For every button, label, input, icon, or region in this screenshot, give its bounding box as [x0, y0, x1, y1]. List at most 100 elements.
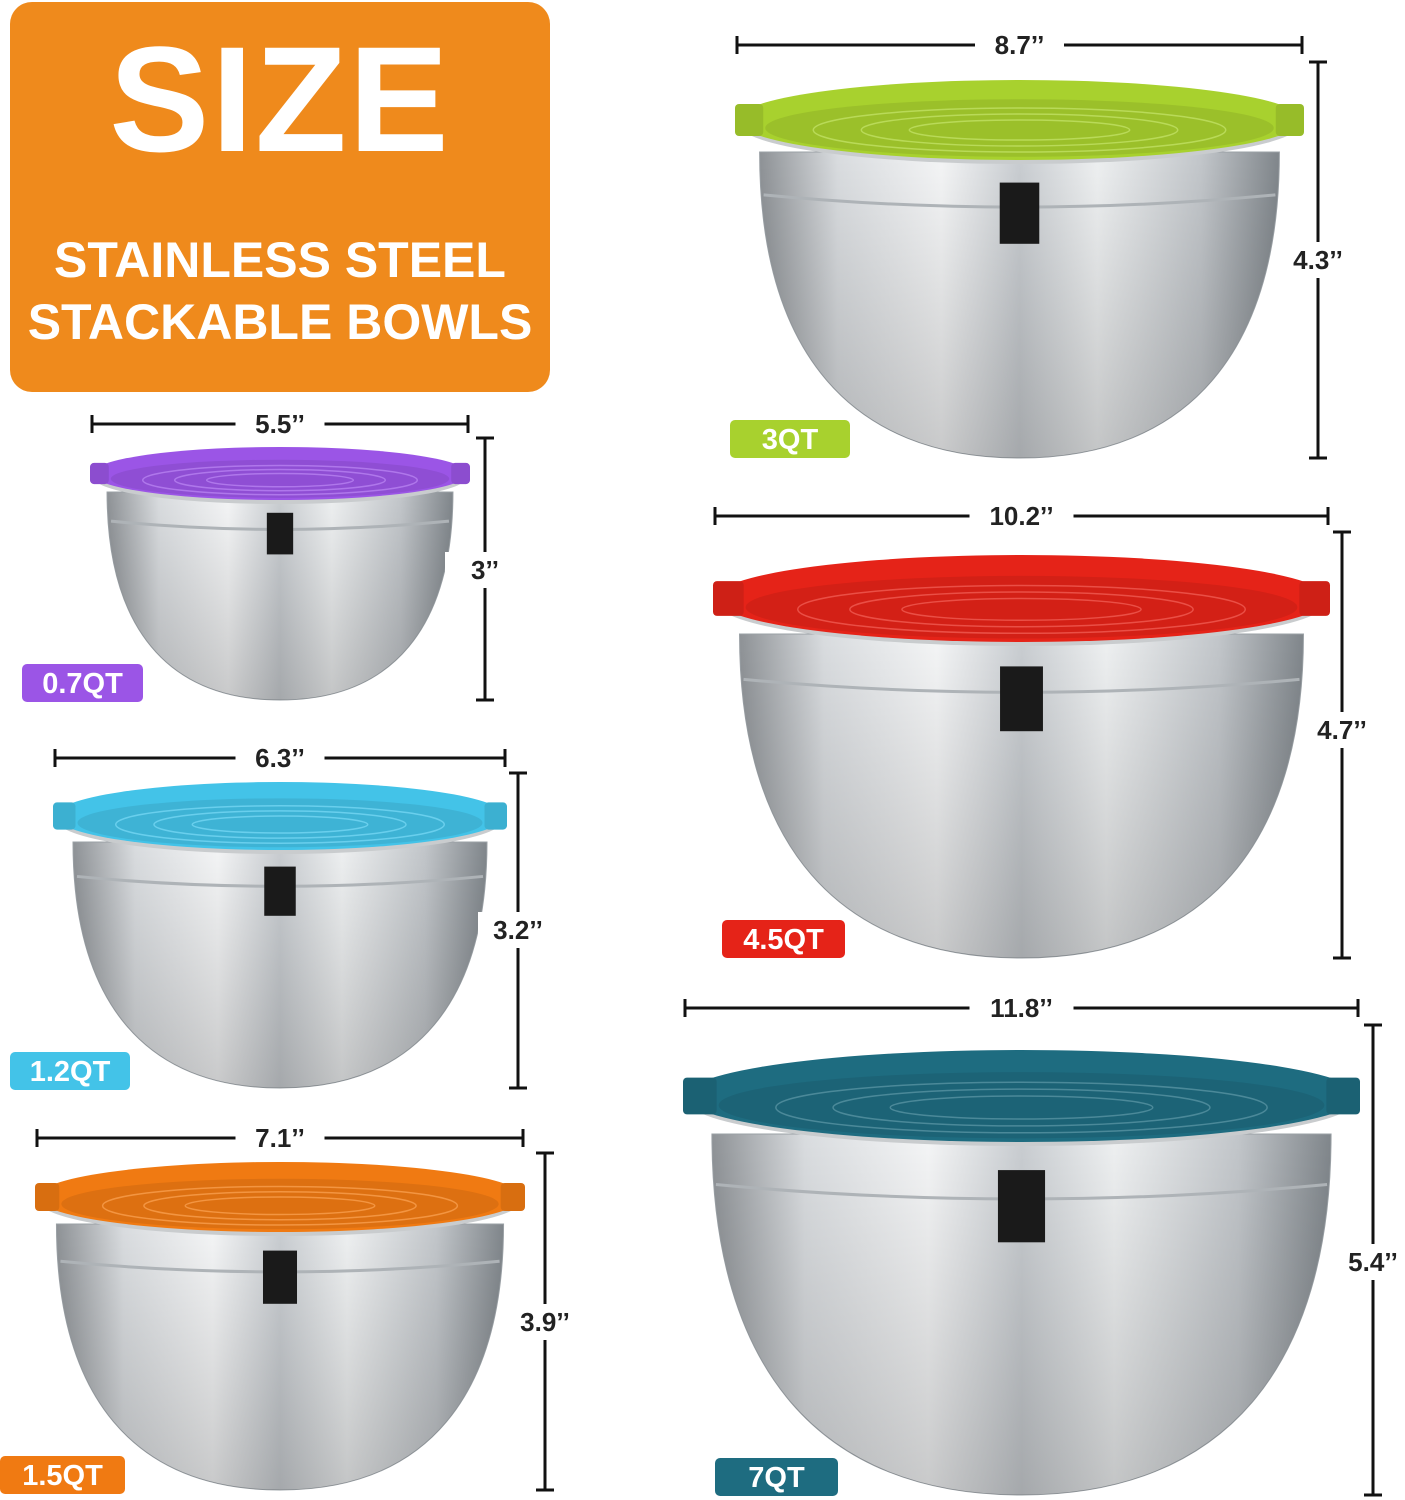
lid-inner	[718, 1072, 1325, 1139]
lid-ring	[153, 810, 407, 839]
capacity-badge: 1.5QT	[0, 1456, 125, 1494]
bowl-reflection	[262, 1250, 298, 1304]
bowl-reflection	[264, 866, 296, 916]
lid-tab-right	[1275, 104, 1304, 136]
bowl-7qt: 11.8’’ 5.4’’ 7QT	[683, 993, 1405, 1497]
lid-tab-left	[35, 1183, 60, 1211]
capacity-badge: 4.5QT	[722, 920, 845, 958]
lid-inner	[765, 99, 1274, 157]
bowl-0-7qt: 5.5’’ 3’’ 0.7QT	[22, 409, 525, 702]
title-size: SIZE	[109, 15, 451, 183]
height-label-bg	[1302, 712, 1382, 748]
lid-tab-right	[500, 1183, 525, 1211]
height-label: 3’’	[471, 555, 499, 585]
diameter-dimension: 8.7’’	[735, 30, 1304, 60]
capacity-badge-bg	[715, 1458, 838, 1496]
capacity-badge-bg	[22, 664, 143, 702]
lid-ring	[115, 805, 445, 844]
diameter-label: 10.2’’	[989, 501, 1053, 531]
lid-tab-left	[735, 104, 764, 136]
height-label: 3.9’’	[520, 1307, 570, 1337]
diameter-dimension: 7.1’’	[35, 1123, 525, 1153]
lid-ring	[832, 1088, 1211, 1127]
lid-ring	[173, 468, 387, 492]
subtitle-line-2: STACKABLE BOWLS	[27, 294, 533, 350]
lid-tab-left	[53, 802, 76, 830]
height-label: 4.3’’	[1293, 245, 1343, 275]
diameter-label-bg	[969, 994, 1074, 1022]
lid-ring	[901, 597, 1142, 621]
capacity-label: 1.5QT	[22, 1460, 103, 1492]
diameter-label-bg	[975, 31, 1064, 59]
capacity-badge: 0.7QT	[22, 664, 143, 702]
capacity-badge: 7QT	[715, 1458, 838, 1496]
capacity-label: 3QT	[762, 424, 819, 456]
capacity-badge-bg	[0, 1456, 125, 1494]
lid-tab-right	[484, 802, 507, 830]
lid-ring	[849, 591, 1194, 628]
height-label-bg	[445, 552, 525, 588]
capacity-label: 7QT	[748, 1462, 805, 1494]
diameter-label: 6.3’’	[255, 743, 305, 773]
subtitle-line-1: STAINLESS STEEL	[54, 232, 506, 288]
height-dimension: 5.4’’	[1333, 1023, 1405, 1497]
diameter-dimension: 10.2’’	[713, 501, 1330, 531]
diameter-label: 5.5’’	[255, 409, 305, 439]
title-banner: SIZE STAINLESS STEEL STACKABLE BOWLS	[10, 2, 550, 392]
lid-ring	[812, 107, 1227, 153]
height-label: 3.2’’	[493, 915, 543, 945]
capacity-badge-bg	[722, 920, 845, 958]
lid-ring	[101, 1185, 459, 1226]
height-label-bg	[478, 912, 558, 948]
lid-ring	[143, 1191, 417, 1221]
bowl-shadow	[739, 634, 1304, 958]
height-dimension: 3.9’’	[505, 1151, 585, 1492]
bowl-shadow	[759, 152, 1280, 458]
capacity-label: 1.2QT	[30, 1056, 111, 1088]
lid-inner	[745, 575, 1298, 639]
height-dimension: 3.2’’	[478, 771, 558, 1090]
height-label-bg	[1333, 1244, 1405, 1280]
capacity-badge-bg	[10, 1052, 130, 1090]
diameter-label-bg	[235, 410, 325, 438]
bowl-1-2qt: 6.3’’ 3.2’’ 1.2QT	[10, 743, 558, 1090]
bowl-reflection	[997, 1170, 1046, 1243]
diameter-label: 8.7’’	[995, 30, 1045, 60]
diameter-dimension: 11.8’’	[683, 993, 1360, 1023]
lid-tab-right	[1299, 581, 1330, 616]
lid-ring	[797, 584, 1246, 635]
diameter-dimension: 6.3’’	[53, 743, 507, 773]
capacity-badge: 3QT	[730, 420, 850, 458]
lid-ring	[908, 119, 1131, 141]
diameter-label-bg	[235, 1124, 325, 1152]
bowl-shadow	[56, 1224, 504, 1490]
lid-ring	[860, 113, 1179, 147]
bowl-3qt: 8.7’’ 4.3’’ 3QT	[730, 30, 1358, 460]
lid-tab-left	[90, 462, 109, 485]
diameter-label-bg	[969, 502, 1074, 530]
lid-ring	[142, 464, 418, 496]
lid-tab-left	[713, 581, 744, 616]
bowl-reflection	[266, 512, 294, 555]
height-dimension: 4.7’’	[1302, 530, 1382, 960]
lid-inner	[77, 798, 483, 848]
lid-tab-right	[1326, 1077, 1360, 1115]
height-label: 5.4’’	[1348, 1247, 1398, 1277]
capacity-label: 0.7QT	[42, 668, 123, 700]
height-label: 4.7’’	[1317, 715, 1367, 745]
lid-ring	[184, 1196, 376, 1216]
bowl-4-5qt: 10.2’’ 4.7’’ 4.5QT	[713, 501, 1382, 960]
bowl-shadow	[711, 1134, 1332, 1495]
bowl-1-5qt: 7.1’’ 3.9’’ 1.5QT	[0, 1123, 585, 1494]
diameter-label-bg	[235, 744, 325, 772]
diameter-label: 7.1’’	[255, 1123, 305, 1153]
lid-tab-right	[451, 462, 470, 485]
height-label-bg	[1278, 242, 1358, 278]
bowl-reflection	[1000, 666, 1043, 732]
bowl-shadow	[107, 492, 453, 700]
lid-ring	[191, 815, 369, 834]
lid-ring	[889, 1095, 1154, 1120]
capacity-badge-bg	[730, 420, 850, 458]
diameter-dimension: 5.5’’	[90, 409, 470, 439]
